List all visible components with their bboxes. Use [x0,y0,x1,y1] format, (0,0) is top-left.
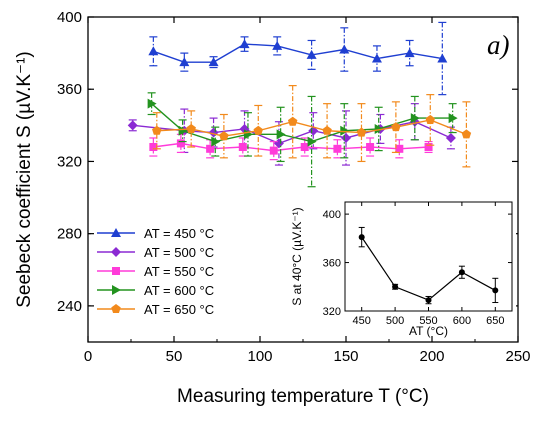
data-point [211,136,221,147]
data-point [404,48,415,58]
data-point [341,132,351,143]
data-point [287,116,298,126]
legend-marker [112,285,121,295]
legend-label: AT = 650 °C [144,302,214,317]
data-point [371,53,382,63]
x-tick-label: 200 [419,348,444,365]
data-point [239,39,250,49]
data-point [273,138,284,149]
y-tick-label: 360 [57,81,82,98]
panel-label: a) [487,30,510,60]
data-point [253,125,264,135]
data-point [148,46,159,56]
inset-data-point [425,297,432,304]
legend-marker [112,267,120,275]
inset-data-point [492,287,499,294]
inset-x-tick-label: 600 [453,315,471,327]
y-tick-label: 320 [57,153,82,170]
data-point [269,146,278,155]
data-point [276,129,286,140]
data-point [395,144,404,153]
data-point [127,120,138,131]
y-tick-label: 400 [57,9,82,26]
series-3 [147,92,458,188]
inset-x-tick-label: 450 [353,315,371,327]
inset-y-tick-label: 320 [323,306,341,318]
data-point [149,143,158,151]
series-4 [152,85,472,168]
legend-label: AT = 600 °C [144,283,214,298]
data-point [307,136,317,147]
data-point [461,129,472,139]
series-line [153,142,429,152]
x-tick-label: 100 [247,348,272,365]
data-point [176,139,185,148]
legend-marker [111,304,121,314]
legend-label: AT = 550 °C [144,264,214,279]
data-point [410,113,420,124]
inset-background [268,191,516,335]
data-point [186,123,196,133]
data-point [445,132,456,143]
x-tick-label: 150 [333,348,358,365]
data-point [391,122,401,132]
inset-x-tick-label: 550 [419,315,437,327]
data-point [300,143,309,151]
inset-x-tick-label: 500 [386,315,404,327]
inset-x-tick-label: 650 [486,315,504,327]
data-point [322,125,332,135]
data-point [424,143,433,151]
y-tick-label: 280 [57,226,82,243]
series-line [156,119,467,137]
data-point [340,125,350,136]
data-point [437,53,448,63]
data-point [306,49,317,59]
inset-y-tick-label: 360 [323,258,341,270]
inset-x-axis-title: AT (°C) [409,324,448,338]
data-point [208,57,219,67]
legend-label: AT = 500 °C [144,245,214,260]
legend-marker [111,247,121,257]
main-plot: 0 50 100 150 200 250 240 280 320 360 400 Measuring … [14,9,531,407]
data-point [206,144,215,153]
inset-plot: 450 500 550 600 650 320 360 400 AT (°C) S at 40°C… [268,191,516,338]
data-point [219,131,229,141]
inset-y-tick-label: 400 [323,209,341,221]
x-tick-label: 50 [166,348,183,365]
data-point [333,144,342,153]
data-point [152,125,162,135]
data-point [272,40,283,50]
data-point [366,143,375,151]
data-point [238,143,247,151]
x-tick-label: 250 [505,348,530,365]
data-point [448,113,458,124]
legend-marker [111,228,121,237]
data-point [243,129,253,140]
data-point [356,127,367,137]
legend: AT = 450 °C AT = 500 °C AT = 550 °C AT = 60… [97,226,214,317]
data-point [374,123,384,134]
series-0 [148,21,448,96]
inset-data-point [358,234,365,241]
inset-data-point [458,269,465,276]
data-point [179,57,190,67]
inset-data-point [392,283,399,290]
data-point [425,114,436,124]
y-axis-title: Seebeck coefficient S (µV.K⁻¹) [14,51,35,308]
data-point [339,44,350,54]
y-tick-label: 240 [57,298,82,315]
data-point [147,98,157,109]
inset-y-axis-title: S at 40°C (µV.K⁻¹) [290,207,304,305]
x-tick-label: 0 [84,348,92,365]
series-line [153,43,443,63]
legend-label: AT = 450 °C [144,226,214,241]
data-point [178,125,188,136]
x-axis-title: Measuring temperature T (°C) [177,386,429,407]
